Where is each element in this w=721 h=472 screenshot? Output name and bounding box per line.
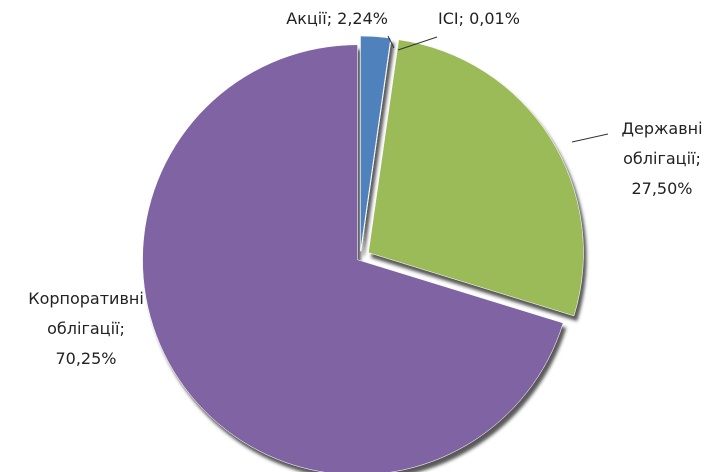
data-label-line: Державні	[621, 119, 702, 138]
data-label: Корпоративні облігації; 70,25%	[28, 289, 144, 368]
data-label-line: 70,25%	[55, 349, 116, 368]
leader-line	[397, 36, 438, 51]
leader-line	[387, 35, 395, 49]
pie-slice	[368, 39, 584, 317]
data-label-line: 27,50%	[631, 179, 692, 198]
pie-slice	[360, 37, 392, 252]
pie-slice	[142, 44, 564, 472]
data-label: ІСІ; 0,01%	[438, 9, 520, 28]
data-label: Державні облігації; 27,50%	[621, 119, 702, 198]
leader-line	[571, 133, 609, 143]
pie-slice	[360, 35, 391, 252]
pie	[142, 35, 584, 472]
data-label-line: облігації;	[623, 149, 701, 168]
data-label-line: облігації;	[47, 319, 125, 338]
data-label: Акції; 2,24%	[286, 9, 388, 28]
data-label-line: Корпоративні	[28, 289, 144, 308]
